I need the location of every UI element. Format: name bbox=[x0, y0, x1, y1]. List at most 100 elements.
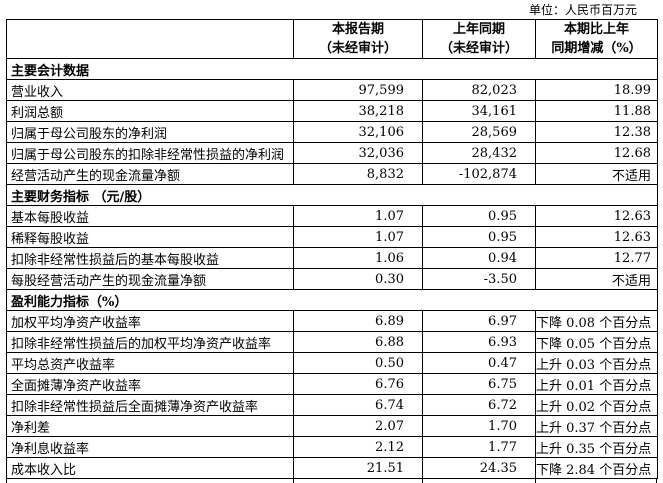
section-header-row: 主要会计数据 bbox=[6, 58, 658, 80]
table-row: 加权平均净资产收益率 6.89 6.97 下降 0.08 个百分点 bbox=[6, 310, 658, 332]
header-prior-period: 上年同期 （未经审计） bbox=[422, 19, 536, 59]
prior-period-value: 1.77 bbox=[422, 436, 536, 458]
table-row: 基本每股收益 1.07 0.95 12.63 bbox=[6, 205, 658, 227]
unit-label: 单位：人民币百万元 bbox=[528, 3, 637, 17]
current-period-value: 6.89 bbox=[293, 310, 423, 332]
metric-label: 加权平均净资产收益率 bbox=[6, 310, 294, 332]
metric-label: 基本每股收益 bbox=[6, 205, 294, 227]
change-value: 上升 0.03 个百分点 bbox=[535, 352, 658, 374]
table-row: 稀释每股收益 1.07 0.95 12.63 bbox=[6, 226, 658, 248]
prior-period-value: 1.70 bbox=[422, 415, 536, 437]
header-prior-period-line1: 上年同期 bbox=[452, 22, 505, 37]
table-row: 归属于母公司股东的净利润 32,106 28,569 12.38 bbox=[6, 121, 658, 143]
prior-period-value: -102,874 bbox=[422, 163, 536, 185]
table-row: 每股经营活动产生的现金流量净额 0.30 -3.50 不适用 bbox=[6, 268, 658, 290]
divider-stub bbox=[535, 479, 536, 483]
metric-label: 净利息收益率 bbox=[6, 436, 294, 458]
divider-stub bbox=[293, 479, 294, 483]
table-row: 扣除非经常性损益后的加权平均净资产收益率 6.88 6.93 下降 0.05 个… bbox=[6, 331, 658, 353]
change-value: 上升 0.01 个百分点 bbox=[535, 373, 658, 395]
table-row: 利润总额 38,218 34,161 11.88 bbox=[6, 100, 658, 122]
header-period-change-line1: 本期比上年 bbox=[563, 22, 629, 37]
prior-period-value: 0.47 bbox=[422, 352, 536, 374]
metric-label: 净利差 bbox=[6, 415, 294, 437]
header-period-change: 本期比上年 同期增减（%） bbox=[535, 19, 658, 59]
current-period-value: 2.12 bbox=[293, 436, 423, 458]
change-value: 上升 0.37 个百分点 bbox=[535, 415, 658, 437]
change-value: 上升 0.02 个百分点 bbox=[535, 394, 658, 416]
metric-label: 归属于母公司股东的净利润 bbox=[6, 121, 294, 143]
prior-period-value: 6.72 bbox=[422, 394, 536, 416]
current-period-value: 1.07 bbox=[293, 205, 423, 227]
current-period-value: 2.07 bbox=[293, 415, 423, 437]
current-period-value: 0.50 bbox=[293, 352, 423, 374]
current-period-value: 8,832 bbox=[293, 163, 423, 185]
divider-stub bbox=[422, 479, 423, 483]
table-row: 净利息收益率 2.12 1.77 上升 0.35 个百分点 bbox=[6, 436, 658, 458]
metric-label: 平均总资产收益率 bbox=[6, 352, 294, 374]
table-row: 成本收入比 21.51 24.35 下降 2.84 个百分点 bbox=[6, 457, 658, 479]
metric-label: 稀释每股收益 bbox=[6, 226, 294, 248]
table-body: 主要会计数据 营业收入 97,599 82,023 18.99 利润总额 38,… bbox=[6, 58, 658, 479]
table-row: 营业收入 97,599 82,023 18.99 bbox=[6, 79, 658, 101]
section-title: 盈利能力指标（%） bbox=[6, 289, 658, 311]
table-row: 全面摊薄净资产收益率 6.76 6.75 上升 0.01 个百分点 bbox=[6, 373, 658, 395]
current-period-value: 6.88 bbox=[293, 331, 423, 353]
table-row: 平均总资产收益率 0.50 0.47 上升 0.03 个百分点 bbox=[6, 352, 658, 374]
prior-period-value: 0.95 bbox=[422, 205, 536, 227]
table-row: 扣除非经常性损益后的基本每股收益 1.06 0.94 12.77 bbox=[6, 247, 658, 269]
change-value: 上升 0.35 个百分点 bbox=[535, 436, 658, 458]
change-value: 不适用 bbox=[535, 268, 658, 290]
section-header-row: 盈利能力指标（%） bbox=[6, 289, 658, 311]
financial-indicators-table: 本报告期 （未经审计） 上年同期 （未经审计） 本期比上年 同期增减（%） 主要… bbox=[6, 19, 658, 479]
change-value: 12.63 bbox=[535, 226, 658, 248]
current-period-value: 0.30 bbox=[293, 268, 423, 290]
table-row: 经营活动产生的现金流量净额 8,832 -102,874 不适用 bbox=[6, 163, 658, 185]
table-row: 归属于母公司股东的扣除非经常性损益的净利润 32,036 28,432 12.6… bbox=[6, 142, 658, 164]
header-current-period-line2: （未经审计） bbox=[318, 41, 397, 56]
current-period-value: 6.74 bbox=[293, 394, 423, 416]
prior-period-value: 28,432 bbox=[422, 142, 536, 164]
metric-label: 全面摊薄净资产收益率 bbox=[6, 373, 294, 395]
prior-period-value: 24.35 bbox=[422, 457, 536, 479]
prior-period-value: 6.93 bbox=[422, 331, 536, 353]
header-metric bbox=[6, 19, 294, 59]
metric-label: 扣除非经常性损益后的基本每股收益 bbox=[6, 247, 294, 269]
change-value: 下降 0.05 个百分点 bbox=[535, 331, 658, 353]
section-header-row: 主要财务指标 （元/股） bbox=[6, 184, 658, 206]
header-current-period-line1: 本报告期 bbox=[331, 22, 384, 37]
header-current-period: 本报告期 （未经审计） bbox=[293, 19, 423, 59]
metric-label: 成本收入比 bbox=[6, 457, 294, 479]
current-period-value: 6.76 bbox=[293, 373, 423, 395]
change-value: 12.68 bbox=[535, 142, 658, 164]
header-period-change-line2: 同期增减（%） bbox=[551, 41, 642, 56]
change-value: 18.99 bbox=[535, 79, 658, 101]
metric-label: 扣除非经常性损益后全面摊薄净资产收益率 bbox=[6, 394, 294, 416]
change-value: 12.63 bbox=[535, 205, 658, 227]
metric-label: 归属于母公司股东的扣除非经常性损益的净利润 bbox=[6, 142, 294, 164]
change-value: 12.77 bbox=[535, 247, 658, 269]
metric-label: 营业收入 bbox=[6, 79, 294, 101]
prior-period-value: 6.75 bbox=[422, 373, 536, 395]
section-title: 主要会计数据 bbox=[6, 58, 658, 80]
section-title: 主要财务指标 （元/股） bbox=[6, 184, 658, 206]
current-period-value: 1.07 bbox=[293, 226, 423, 248]
table-row: 扣除非经常性损益后全面摊薄净资产收益率 6.74 6.72 上升 0.02 个百… bbox=[6, 394, 658, 416]
prior-period-value: 34,161 bbox=[422, 100, 536, 122]
divider-stub bbox=[6, 479, 7, 483]
prior-period-value: 0.95 bbox=[422, 226, 536, 248]
cut-off-next-row bbox=[6, 479, 657, 483]
prior-period-value: 82,023 bbox=[422, 79, 536, 101]
metric-label: 每股经营活动产生的现金流量净额 bbox=[6, 268, 294, 290]
divider-stub bbox=[656, 479, 657, 483]
table-header-row: 本报告期 （未经审计） 上年同期 （未经审计） 本期比上年 同期增减（%） bbox=[6, 19, 658, 59]
current-period-value: 97,599 bbox=[293, 79, 423, 101]
change-value: 11.88 bbox=[535, 100, 658, 122]
metric-label: 利润总额 bbox=[6, 100, 294, 122]
change-value: 下降 2.84 个百分点 bbox=[535, 457, 658, 479]
current-period-value: 32,106 bbox=[293, 121, 423, 143]
change-value: 下降 0.08 个百分点 bbox=[535, 310, 658, 332]
metric-label: 经营活动产生的现金流量净额 bbox=[6, 163, 294, 185]
header-prior-period-line2: （未经审计） bbox=[439, 41, 518, 56]
